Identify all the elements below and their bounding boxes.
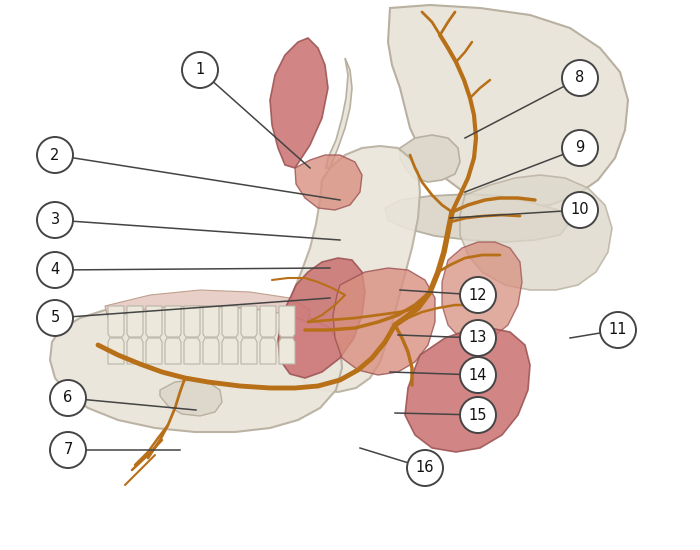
Text: 15: 15 [469, 408, 487, 422]
Polygon shape [203, 338, 219, 364]
Polygon shape [241, 338, 257, 364]
Text: 14: 14 [469, 367, 487, 382]
Polygon shape [50, 305, 342, 432]
Text: 8: 8 [575, 70, 584, 85]
Polygon shape [460, 175, 612, 290]
Polygon shape [108, 306, 124, 337]
Polygon shape [165, 306, 181, 337]
Polygon shape [165, 338, 181, 364]
Text: 10: 10 [570, 202, 589, 217]
Polygon shape [388, 5, 628, 208]
Text: 2: 2 [50, 147, 60, 162]
Polygon shape [222, 338, 238, 364]
Text: 6: 6 [64, 390, 73, 405]
Polygon shape [260, 306, 276, 337]
Polygon shape [146, 338, 162, 364]
Polygon shape [278, 258, 365, 378]
Polygon shape [127, 306, 143, 337]
Polygon shape [222, 306, 238, 337]
Polygon shape [326, 58, 352, 168]
Polygon shape [184, 338, 200, 364]
Polygon shape [385, 194, 570, 242]
Polygon shape [260, 338, 276, 364]
Circle shape [407, 450, 443, 486]
Circle shape [182, 52, 218, 88]
Text: 4: 4 [50, 262, 60, 278]
Circle shape [37, 137, 73, 173]
Polygon shape [279, 306, 295, 337]
Text: 5: 5 [50, 311, 60, 326]
Circle shape [562, 192, 598, 228]
Polygon shape [160, 380, 222, 416]
Text: 3: 3 [50, 212, 60, 228]
Polygon shape [286, 146, 420, 392]
Text: 12: 12 [469, 288, 487, 303]
Polygon shape [270, 38, 328, 168]
Polygon shape [127, 338, 143, 364]
Circle shape [37, 252, 73, 288]
Polygon shape [105, 290, 310, 322]
Polygon shape [203, 306, 219, 337]
Circle shape [562, 60, 598, 96]
Polygon shape [241, 306, 257, 337]
Text: 11: 11 [609, 322, 627, 338]
Circle shape [460, 277, 496, 313]
Text: 9: 9 [575, 140, 584, 156]
Circle shape [37, 202, 73, 238]
Text: 16: 16 [416, 460, 434, 476]
Polygon shape [108, 338, 124, 364]
Polygon shape [295, 155, 362, 210]
Circle shape [460, 357, 496, 393]
Circle shape [460, 397, 496, 433]
Circle shape [460, 320, 496, 356]
Circle shape [562, 130, 598, 166]
Circle shape [50, 432, 86, 468]
Text: 7: 7 [63, 443, 73, 458]
Polygon shape [333, 268, 435, 375]
Polygon shape [146, 306, 162, 337]
Circle shape [37, 300, 73, 336]
Text: 13: 13 [469, 331, 487, 345]
Polygon shape [405, 328, 530, 452]
Circle shape [50, 380, 86, 416]
Polygon shape [442, 242, 522, 342]
Text: 1: 1 [195, 63, 204, 78]
Polygon shape [184, 306, 200, 337]
Polygon shape [400, 135, 460, 182]
Polygon shape [279, 338, 295, 364]
Circle shape [600, 312, 636, 348]
